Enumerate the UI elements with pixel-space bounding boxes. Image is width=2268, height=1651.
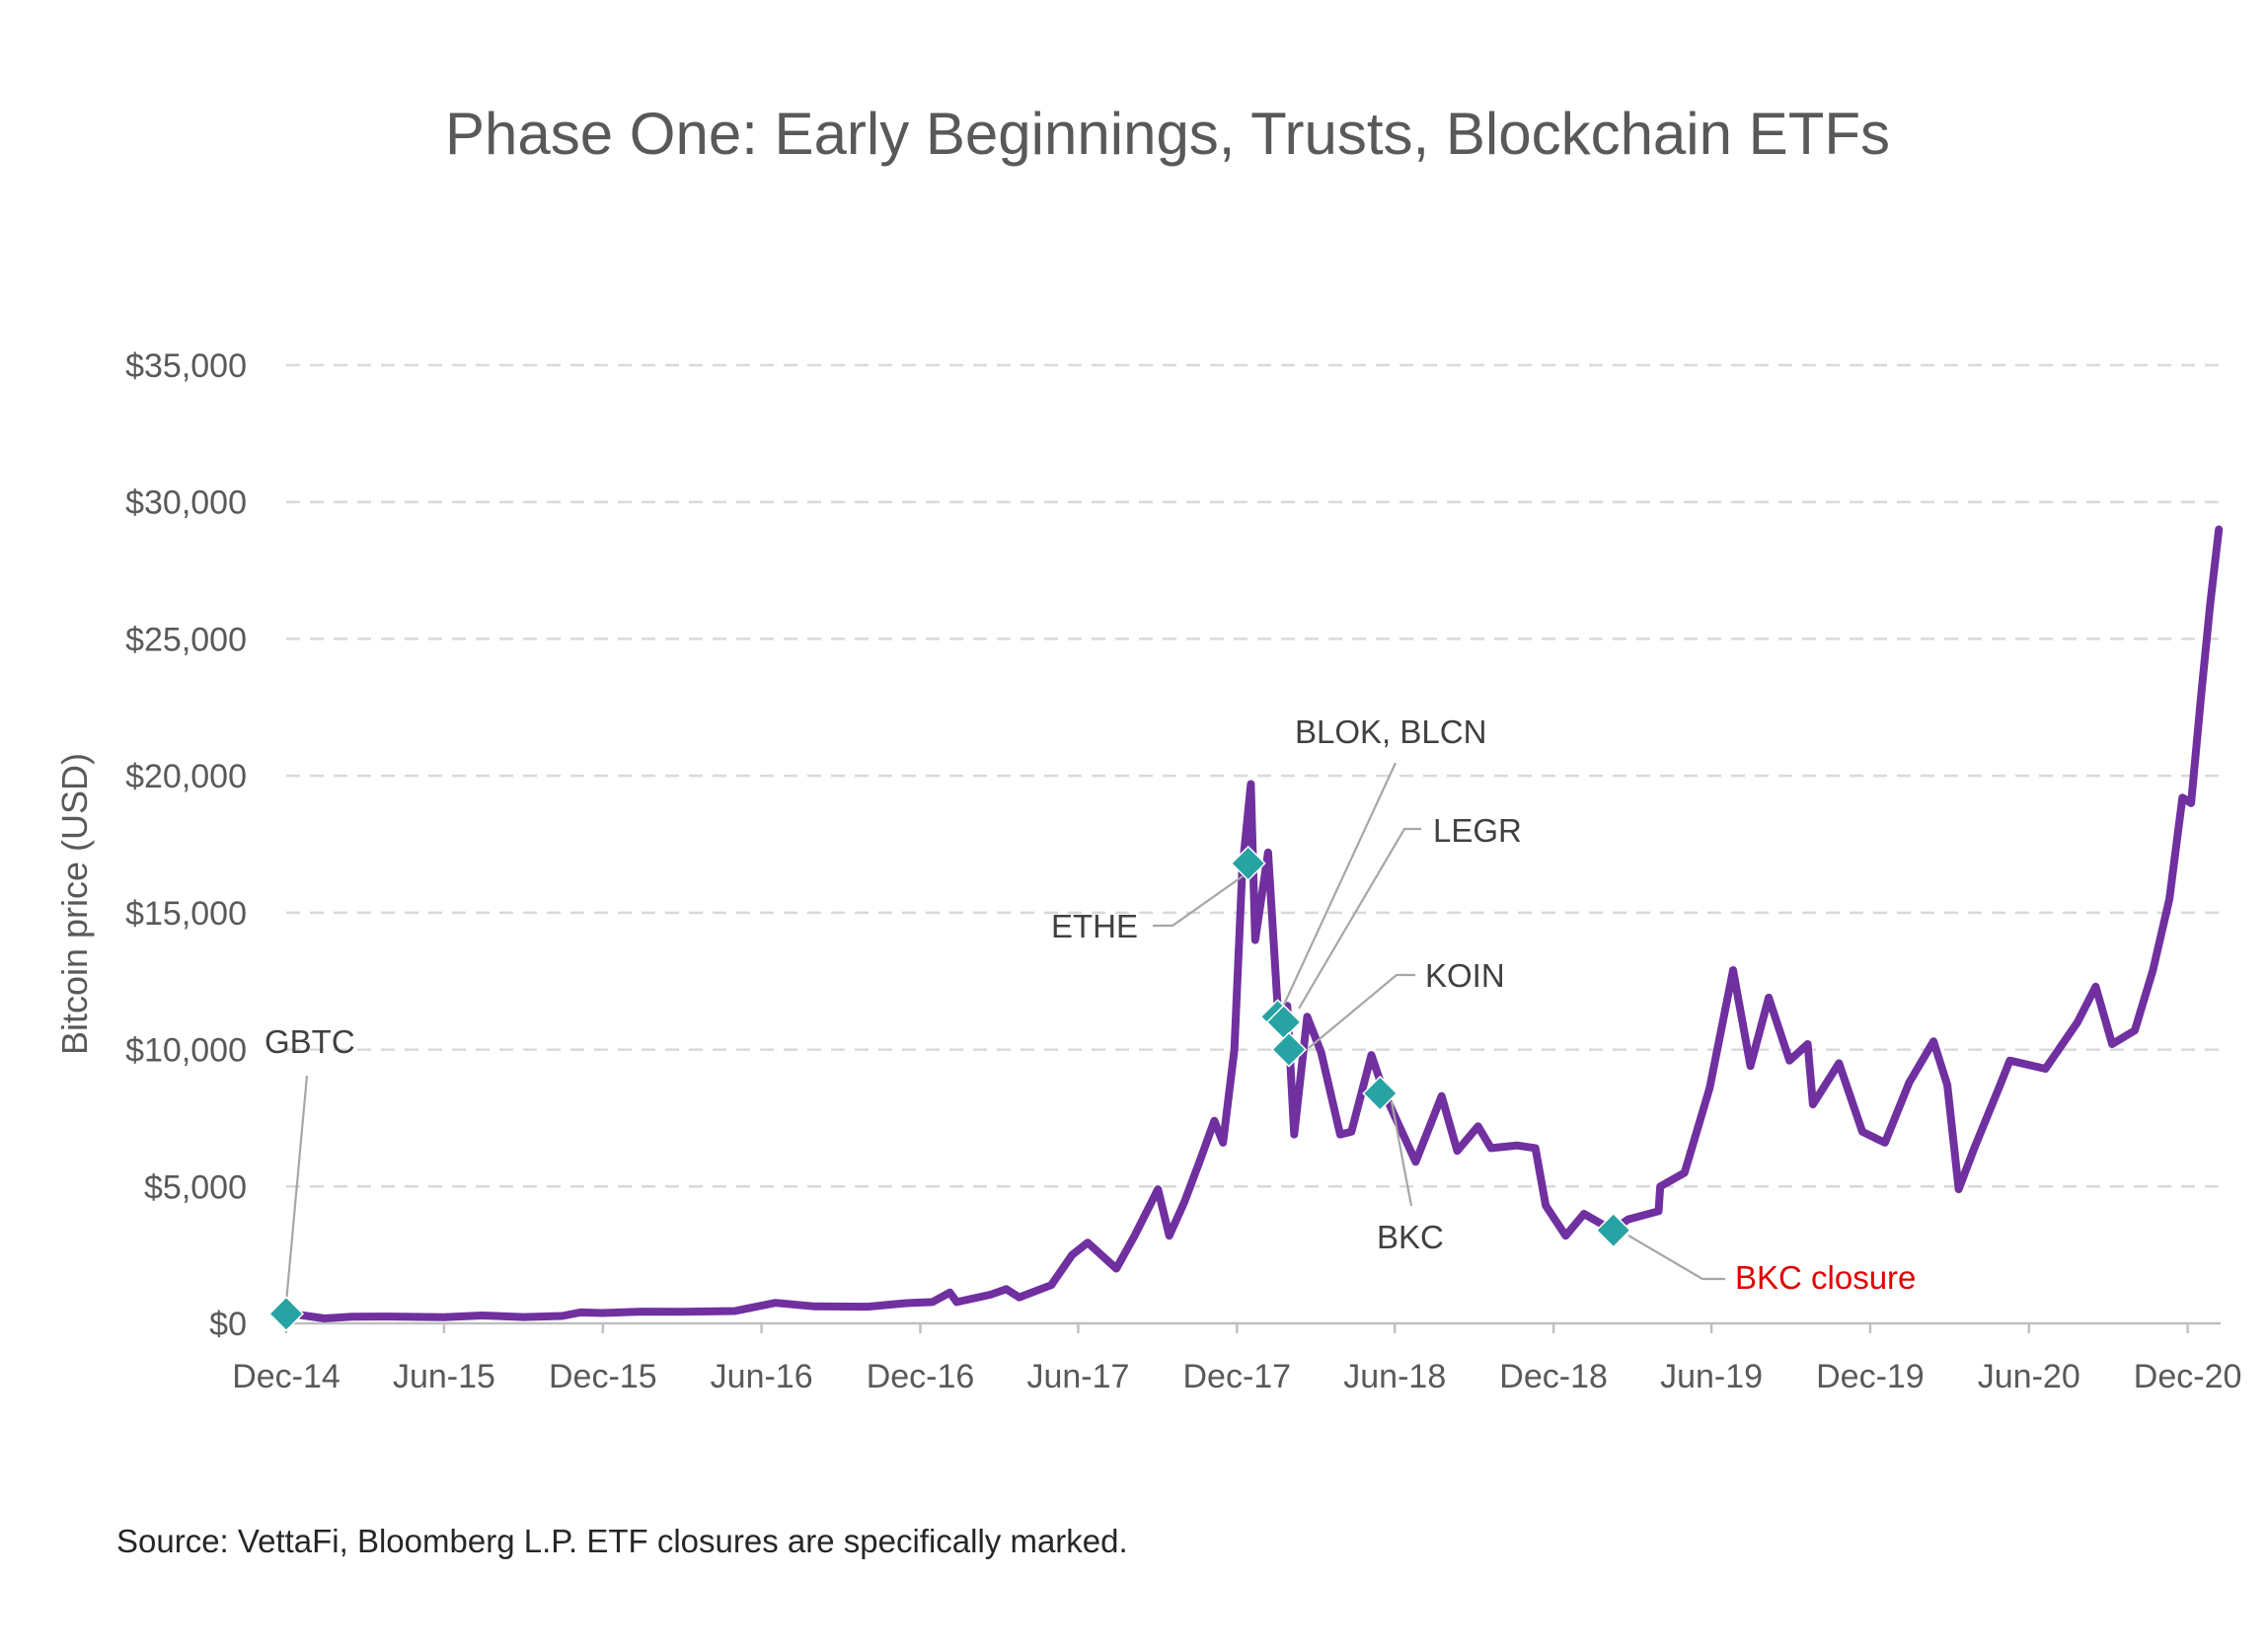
y-tick-label: $15,000 xyxy=(125,895,247,933)
y-tick-label: $25,000 xyxy=(125,621,247,658)
gridlines xyxy=(286,363,2221,1188)
marker-gbtc xyxy=(267,1296,305,1332)
series-line-bitcoin-price xyxy=(282,525,2224,1322)
x-tick-label: Dec-16 xyxy=(867,1358,975,1395)
leader-line-blok-blcn xyxy=(1282,762,1397,1008)
markers-layer xyxy=(267,845,1631,1332)
y-tick-label: $30,000 xyxy=(125,485,247,522)
annotation-bkc: BKC xyxy=(1377,1219,1444,1255)
y-axis-ticks: $0 $5,000 $10,000 $15,000 $20,000 $25,000 $30,… xyxy=(125,347,247,1343)
annotation-bkc-closure: BKC closure xyxy=(1735,1259,1916,1296)
source-note: Source: VettaFi, Bloomberg L.P. ETF clos… xyxy=(116,1523,1128,1559)
leader-line-bkc xyxy=(1390,1100,1413,1207)
x-tick-label: Dec-18 xyxy=(1499,1358,1608,1395)
leader-line-gbtc xyxy=(284,1075,309,1304)
annotation-gbtc: GBTC xyxy=(265,1023,355,1060)
annotations-layer: GBTC ETHE BLOK, BLCN LEGR KOIN BKC BKC closure xyxy=(265,713,1916,1304)
y-tick-label: $20,000 xyxy=(125,758,247,795)
x-tick-label: Jun-16 xyxy=(711,1358,813,1395)
x-axis: Dec-14 Jun-15 Dec-15 Jun-16 Dec-16 Jun-17 Dec-… xyxy=(232,1321,2242,1395)
y-tick-label: $35,000 xyxy=(125,347,247,385)
leader-line-koin xyxy=(1308,973,1415,1049)
y-axis-label: Bitcoin price (USD) xyxy=(54,753,95,1055)
x-tick-label: Dec-14 xyxy=(232,1358,340,1395)
leader-line-bkc-closure xyxy=(1627,1235,1725,1281)
annotation-ethe: ETHE xyxy=(1051,908,1138,944)
marker-ethe xyxy=(1230,845,1266,881)
marker-bkc-closure xyxy=(1595,1212,1631,1248)
y-tick-label: $5,000 xyxy=(144,1168,247,1206)
x-tick-label: Dec-15 xyxy=(549,1358,657,1395)
y-tick-label: $10,000 xyxy=(125,1032,247,1070)
x-tick-label: Jun-17 xyxy=(1026,1358,1129,1395)
y-tick-label: $0 xyxy=(209,1306,247,1343)
x-tick-label: Dec-20 xyxy=(2134,1358,2242,1395)
x-tick-label: Dec-17 xyxy=(1182,1358,1291,1395)
leader-line-legr xyxy=(1298,827,1421,1010)
x-tick-label: Jun-20 xyxy=(1978,1358,2080,1395)
series-layer xyxy=(282,525,2224,1322)
x-tick-label: Jun-19 xyxy=(1660,1358,1763,1395)
leader-line-ethe xyxy=(1153,875,1244,928)
marker-koin xyxy=(1270,1031,1308,1068)
x-tick-label: Dec-19 xyxy=(1816,1358,1925,1395)
chart-title: Phase One: Early Beginnings, Trusts, Blo… xyxy=(445,101,1890,167)
annotation-koin: KOIN xyxy=(1425,957,1505,994)
annotation-legr: LEGR xyxy=(1433,812,1522,849)
marker-bkc xyxy=(1362,1075,1399,1112)
x-tick-label: Jun-15 xyxy=(393,1358,495,1395)
annotation-blok-blcn: BLOK, BLCN xyxy=(1295,713,1486,750)
x-tick-label: Jun-18 xyxy=(1343,1358,1446,1395)
